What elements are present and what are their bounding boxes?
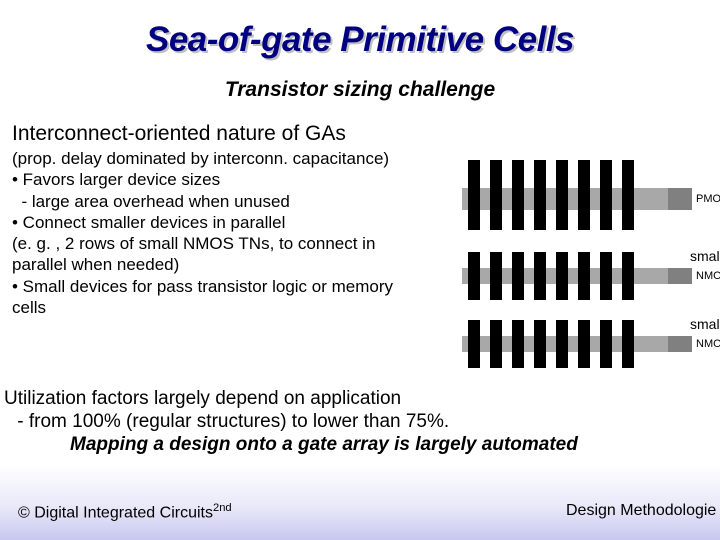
transistor-finger xyxy=(534,160,546,230)
body-line: - large area overhead when unused xyxy=(12,191,460,212)
row-label: PMOS xyxy=(696,193,720,205)
row-note: smaller xyxy=(690,316,720,332)
footer-copyright: © Digital Integrated Circuits xyxy=(18,504,213,521)
transistor-finger xyxy=(512,252,524,300)
transistor-diagram: PMOSNMOSsmallerNMOSsmaller xyxy=(462,160,672,380)
body-text: (prop. delay dominated by interconn. cap… xyxy=(12,148,460,318)
transistor-finger xyxy=(468,320,480,368)
footer-edition: 2nd xyxy=(213,502,232,514)
body-heading: Interconnect-oriented nature of GAs xyxy=(12,122,346,146)
slide-subtitle: Transistor sizing challenge xyxy=(0,78,720,102)
row-label: NMOS xyxy=(696,338,720,350)
transistor-finger xyxy=(534,320,546,368)
transistor-finger xyxy=(600,252,612,300)
transistor-finger xyxy=(578,252,590,300)
row-label: NMOS xyxy=(696,270,720,282)
transistor-finger xyxy=(490,320,502,368)
transistor-finger xyxy=(622,320,634,368)
transistor-row-edge xyxy=(668,268,692,284)
body-line: (prop. delay dominated by interconn. cap… xyxy=(12,148,460,169)
transistor-finger xyxy=(512,160,524,230)
transistor-finger xyxy=(490,160,502,230)
transistor-finger xyxy=(556,252,568,300)
slide: Sea-of-gate Primitive Cells Sea-of-gate … xyxy=(0,0,720,540)
transistor-finger xyxy=(600,320,612,368)
body-line: parallel when needed) xyxy=(12,254,460,275)
footer-right: Design Methodologie xyxy=(566,502,716,520)
body-line: • Connect smaller devices in parallel xyxy=(12,212,460,233)
row-note: smaller xyxy=(690,248,720,264)
transistor-row-edge xyxy=(668,336,692,352)
transistor-finger xyxy=(578,320,590,368)
transistor-finger xyxy=(622,160,634,230)
bottom-line-1: Utilization factors largely depend on ap… xyxy=(4,388,401,410)
transistor-finger xyxy=(556,160,568,230)
bottom-line-2: - from 100% (regular structures) to lowe… xyxy=(12,411,449,433)
transistor-finger xyxy=(556,320,568,368)
transistor-finger xyxy=(468,160,480,230)
transistor-finger xyxy=(490,252,502,300)
body-line: (e. g. , 2 rows of small NMOS TNs, to co… xyxy=(12,233,460,254)
transistor-finger xyxy=(600,160,612,230)
transistor-finger xyxy=(468,252,480,300)
body-line: cells xyxy=(12,297,460,318)
transistor-finger xyxy=(534,252,546,300)
transistor-finger xyxy=(622,252,634,300)
transistor-row-edge xyxy=(668,188,692,210)
footer-left: © Digital Integrated Circuits2nd xyxy=(18,502,232,522)
body-line: • Favors larger device sizes xyxy=(12,169,460,190)
bottom-line-3: Mapping a design onto a gate array is la… xyxy=(70,434,578,456)
transistor-finger xyxy=(512,320,524,368)
transistor-finger xyxy=(578,160,590,230)
slide-title: Sea-of-gate Primitive Cells xyxy=(0,20,720,60)
body-line: • Small devices for pass transistor logi… xyxy=(12,276,460,297)
